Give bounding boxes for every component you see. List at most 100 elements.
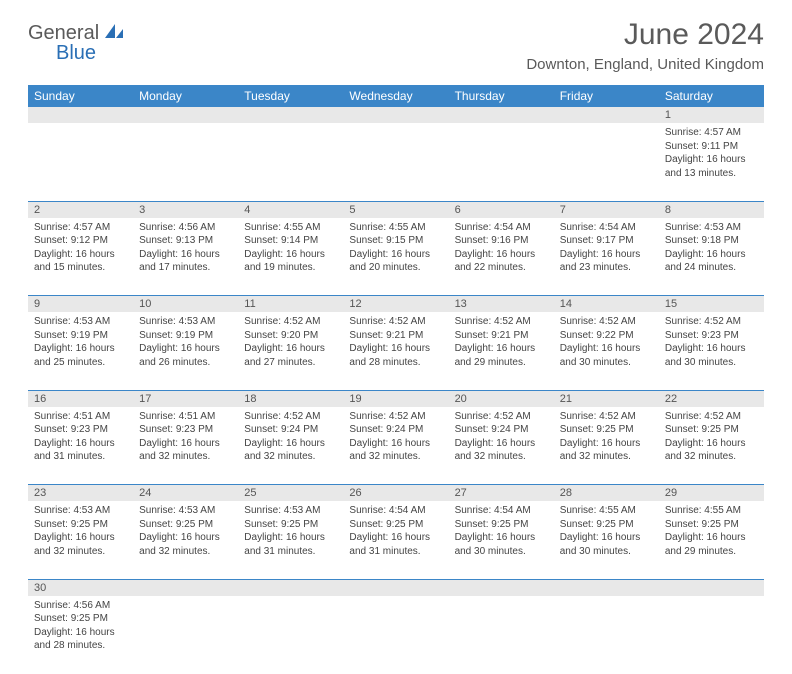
sunset-line: Sunset: 9:25 PM — [560, 423, 653, 437]
day-header: Friday — [554, 85, 659, 107]
day-number — [133, 107, 238, 123]
day-details: Sunrise: 4:52 AMSunset: 9:20 PMDaylight:… — [238, 312, 343, 372]
day-number — [343, 107, 448, 123]
sunset-line: Sunset: 9:25 PM — [34, 612, 127, 626]
sunset-line: Sunset: 9:15 PM — [349, 234, 442, 248]
day-details: Sunrise: 4:53 AMSunset: 9:18 PMDaylight:… — [659, 218, 764, 278]
sunset-line: Sunset: 9:11 PM — [665, 140, 758, 154]
content-row: Sunrise: 4:51 AMSunset: 9:23 PM Daylight:… — [28, 407, 764, 485]
day-number-row: 9101112131415 — [28, 296, 764, 313]
daylight-line: Daylight: 16 hours and 23 minutes. — [560, 248, 653, 275]
brand-text-2: Blue — [56, 42, 96, 64]
sunset-line: Sunset: 9:23 PM — [139, 423, 232, 437]
day-number: 24 — [133, 485, 238, 502]
daylight-line: Daylight: 16 hours and 30 minutes. — [665, 342, 758, 369]
sunrise-line: Sunrise: 4:52 AM — [455, 410, 548, 424]
sunset-line: Sunset: 9:25 PM — [455, 518, 548, 532]
sunrise-line: Sunrise: 4:53 AM — [34, 315, 127, 329]
day-cell: Sunrise: 4:51 AMSunset: 9:23 PMDaylight:… — [28, 407, 133, 485]
daylight-line: Daylight: 16 hours and 28 minutes. — [349, 342, 442, 369]
day-details: Sunrise: 4:55 AMSunset: 9:25 PMDaylight:… — [659, 501, 764, 561]
day-details: Sunrise: 4:54 AMSunset: 9:16 PMDaylight:… — [449, 218, 554, 278]
sunset-line: Sunset: 9:12 PM — [34, 234, 127, 248]
day-header: Sunday — [28, 85, 133, 107]
daylight-line: Daylight: 16 hours and 32 minutes. — [139, 531, 232, 558]
day-number: 30 — [28, 579, 133, 596]
daylight-line: Daylight: 16 hours and 32 minutes. — [665, 437, 758, 464]
month-title: June 2024 — [526, 18, 764, 52]
day-header: Monday — [133, 85, 238, 107]
day-details: Sunrise: 4:51 AMSunset: 9:23 PMDaylight:… — [28, 407, 133, 467]
daylight-line: Daylight: 16 hours and 19 minutes. — [244, 248, 337, 275]
day-number — [449, 579, 554, 596]
day-cell — [133, 596, 238, 674]
day-cell — [133, 123, 238, 201]
sunrise-line: Sunrise: 4:56 AM — [139, 221, 232, 235]
day-cell: Sunrise: 4:52 AMSunset: 9:21 PMDaylight:… — [343, 312, 448, 390]
sunrise-line: Sunrise: 4:52 AM — [560, 315, 653, 329]
day-details: Sunrise: 4:52 AMSunset: 9:23 PMDaylight:… — [659, 312, 764, 372]
day-cell: Sunrise: 4:52 AMSunset: 9:22 PMDaylight:… — [554, 312, 659, 390]
sunrise-line: Sunrise: 4:53 AM — [34, 504, 127, 518]
sunrise-line: Sunrise: 4:55 AM — [244, 221, 337, 235]
day-number — [554, 107, 659, 123]
day-details: Sunrise: 4:52 AMSunset: 9:21 PMDaylight:… — [449, 312, 554, 372]
day-cell: Sunrise: 4:52 AMSunset: 9:21 PMDaylight:… — [449, 312, 554, 390]
day-number — [28, 107, 133, 123]
day-number: 2 — [28, 201, 133, 218]
day-number: 13 — [449, 296, 554, 313]
sunset-line: Sunset: 9:25 PM — [244, 518, 337, 532]
sunrise-line: Sunrise: 4:55 AM — [560, 504, 653, 518]
day-details: Sunrise: 4:53 AMSunset: 9:25 PMDaylight:… — [28, 501, 133, 561]
daylight-line: Daylight: 16 hours and 25 minutes. — [34, 342, 127, 369]
day-details: Sunrise: 4:52 AMSunset: 9:24 PMDaylight:… — [343, 407, 448, 467]
day-number-row: 1 — [28, 107, 764, 123]
day-number: 18 — [238, 390, 343, 407]
content-row: Sunrise: 4:56 AMSunset: 9:25 PMDaylight:… — [28, 596, 764, 674]
day-number — [238, 107, 343, 123]
sunset-line: Sunset: 9:23 PM — [665, 329, 758, 343]
day-cell — [28, 123, 133, 201]
sunset-line: Sunset: 9:18 PM — [665, 234, 758, 248]
day-number: 20 — [449, 390, 554, 407]
day-cell: Sunrise: 4:52 AMSunset: 9:25 PMDaylight:… — [554, 407, 659, 485]
sunrise-line: Sunrise: 4:54 AM — [349, 504, 442, 518]
day-details: Sunrise: 4:52 AMSunset: 9:24 PMDaylight:… — [449, 407, 554, 467]
day-number: 11 — [238, 296, 343, 313]
day-cell: Sunrise: 4:57 AMSunset: 9:11 PMDaylight:… — [659, 123, 764, 201]
brand-sail-icon — [103, 22, 125, 45]
calendar-table: SundayMondayTuesdayWednesdayThursdayFrid… — [28, 85, 764, 674]
day-cell: Sunrise: 4:56 AMSunset: 9:25 PMDaylight:… — [28, 596, 133, 674]
day-details: Sunrise: 4:52 AMSunset: 9:25 PMDaylight:… — [659, 407, 764, 467]
day-cell: Sunrise: 4:55 AMSunset: 9:25 PMDaylight:… — [554, 501, 659, 579]
day-cell: Sunrise: 4:54 AMSunset: 9:25 PMDaylight:… — [343, 501, 448, 579]
day-header-row: SundayMondayTuesdayWednesdayThursdayFrid… — [28, 85, 764, 107]
daylight-line: Daylight: 16 hours and 15 minutes. — [34, 248, 127, 275]
day-number: 10 — [133, 296, 238, 313]
sunrise-line: Sunrise: 4:52 AM — [455, 315, 548, 329]
sunrise-line: Sunrise: 4:52 AM — [665, 315, 758, 329]
day-details: Sunrise: 4:52 AMSunset: 9:25 PMDaylight:… — [554, 407, 659, 467]
day-cell: Sunrise: 4:55 AMSunset: 9:15 PMDaylight:… — [343, 218, 448, 296]
daylight-line: Daylight: 16 hours and 32 minutes. — [244, 437, 337, 464]
sunset-line: Sunset: 9:25 PM — [560, 518, 653, 532]
day-number: 7 — [554, 201, 659, 218]
sunrise-line: Sunrise: 4:54 AM — [455, 504, 548, 518]
day-cell: Sunrise: 4:51 AMSunset: 9:23 PMDaylight:… — [133, 407, 238, 485]
day-details: Sunrise: 4:52 AMSunset: 9:21 PMDaylight:… — [343, 312, 448, 372]
day-details: Sunrise: 4:55 AMSunset: 9:15 PMDaylight:… — [343, 218, 448, 278]
sunrise-line: Sunrise: 4:57 AM — [34, 221, 127, 235]
sunrise-line: Sunrise: 4:51 AM — [139, 410, 232, 424]
day-details: Sunrise: 4:53 AMSunset: 9:19 PMDaylight:… — [28, 312, 133, 372]
header: General June 2024 Downton, England, Unit… — [28, 18, 764, 73]
sunrise-line: Sunrise: 4:56 AM — [34, 599, 127, 613]
day-number: 27 — [449, 485, 554, 502]
day-details: Sunrise: 4:55 AMSunset: 9:14 PMDaylight:… — [238, 218, 343, 278]
day-cell: Sunrise: 4:53 AMSunset: 9:25 PMDaylight:… — [133, 501, 238, 579]
day-cell — [449, 596, 554, 674]
daylight-line: Daylight: 16 hours and 32 minutes. — [34, 531, 127, 558]
daylight-line: Daylight: 16 hours and 29 minutes. — [665, 531, 758, 558]
sunrise-line: Sunrise: 4:57 AM — [665, 126, 758, 140]
day-cell: Sunrise: 4:53 AMSunset: 9:25 PMDaylight:… — [28, 501, 133, 579]
day-number: 29 — [659, 485, 764, 502]
